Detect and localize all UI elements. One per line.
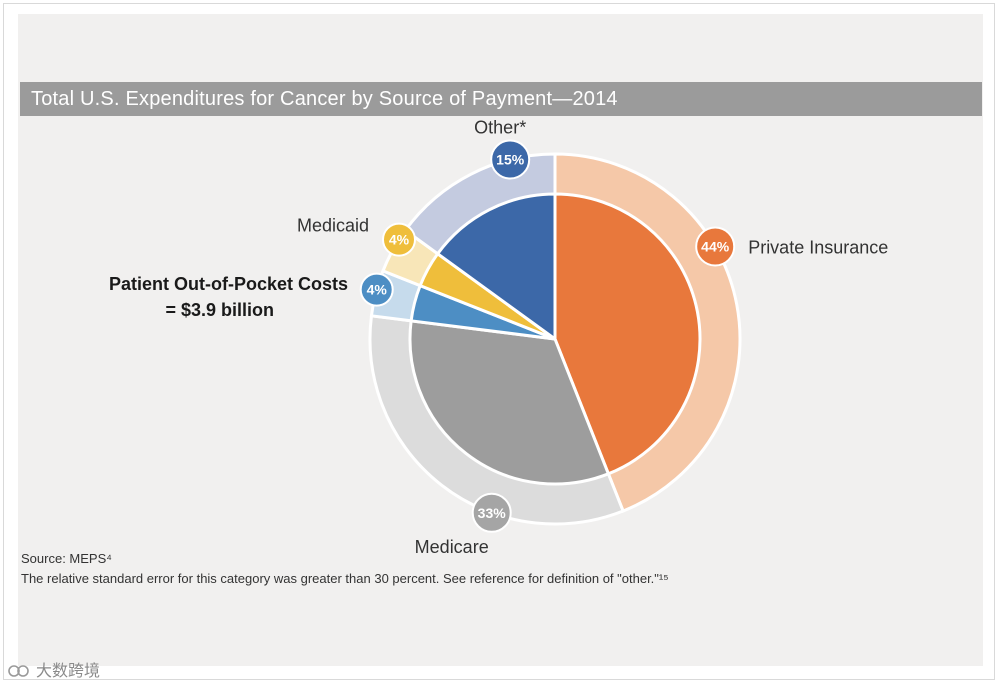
label-other: Other* <box>474 118 526 138</box>
watermark-logo-icon <box>8 665 29 677</box>
badge-label-medicare: 33% <box>478 505 507 521</box>
percent-badges: 44% 33% 4% 4% 15% <box>359 139 736 533</box>
image-frame <box>3 3 995 680</box>
badge-label-other: 15% <box>496 152 525 168</box>
chart-title: Total U.S. Expenditures for Cancer by So… <box>31 88 618 110</box>
footnote: The relative standard error for this cat… <box>21 571 669 586</box>
badge-medicare <box>471 492 512 533</box>
slice-private-insurance <box>553 192 702 476</box>
badge-patient-out-of-pocket <box>359 272 394 307</box>
callout-line-2: = $3.9 billion <box>165 300 274 320</box>
slice-medicare <box>408 319 611 486</box>
badge-private-insurance <box>695 226 736 267</box>
badge-label-private-insurance: 44% <box>701 239 730 255</box>
callout-line-1: Patient Out-of-Pocket Costs <box>109 274 348 294</box>
title-bar <box>20 82 982 116</box>
badge-label-patient-out-of-pocket: 4% <box>367 282 388 298</box>
slice-other <box>435 192 557 342</box>
watermark-text: 大数跨境 <box>36 663 101 680</box>
label-medicare: Medicare <box>415 537 489 557</box>
label-private-insurance: Private Insurance <box>748 238 888 258</box>
badge-medicaid <box>382 222 416 257</box>
source-note: Source: MEPS⁴ <box>21 551 112 566</box>
inner-slices <box>408 192 702 486</box>
badge-other <box>490 139 531 180</box>
watermark: 大数跨境 <box>8 657 100 681</box>
slice-labels: Private Insurance Medicare Medicaid Other* P… <box>109 118 888 557</box>
label-medicaid: Medicaid <box>297 216 369 236</box>
badge-label-medicaid: 4% <box>389 232 410 248</box>
